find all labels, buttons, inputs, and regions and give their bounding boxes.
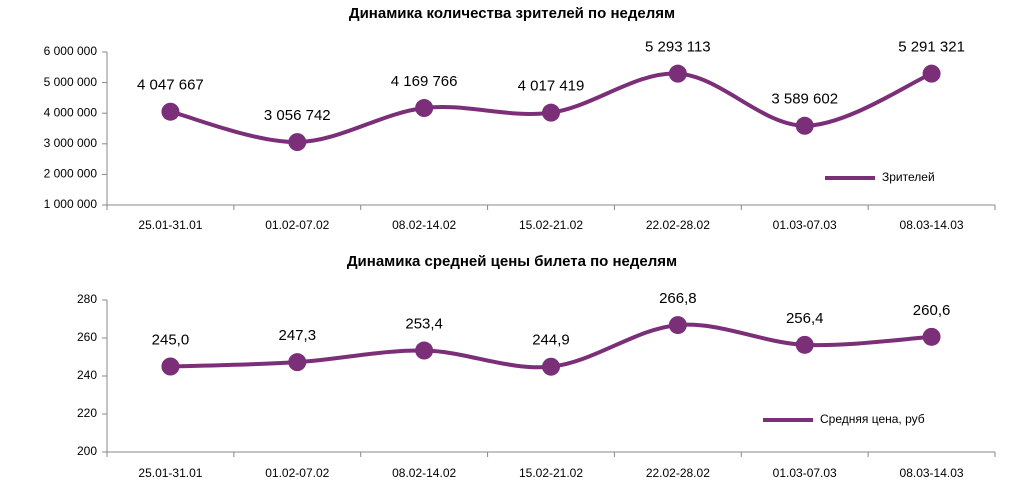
x-tick-label: 25.01-31.01	[138, 218, 202, 232]
data-label: 3 056 742	[264, 107, 331, 124]
point	[288, 133, 307, 152]
x-tick-label: 01.02-07.02	[265, 218, 329, 232]
data-label: 266,8	[659, 290, 697, 307]
chart-title: Динамика средней цены билета по неделям	[347, 253, 677, 270]
data-label: 253,4	[405, 316, 443, 333]
x-tick-label: 01.03-07.03	[773, 466, 837, 480]
y-tick-label: 280	[77, 292, 97, 306]
point	[922, 327, 941, 346]
data-label: 4 169 766	[391, 73, 458, 90]
y-tick-label: 5 000 000	[44, 75, 98, 89]
legend-label: Средняя цена, руб	[820, 412, 925, 426]
point	[415, 341, 434, 360]
point	[542, 103, 560, 122]
data-label: 245,0	[152, 331, 190, 348]
data-label: 4 017 419	[518, 78, 585, 95]
x-tick-label: 01.03-07.03	[773, 218, 837, 232]
y-tick-label: 3 000 000	[44, 136, 98, 150]
chart-title: Динамика количества зрителей по неделям	[349, 5, 675, 22]
x-tick-label: 08.02-14.02	[392, 218, 456, 232]
point	[542, 357, 560, 376]
data-label: 5 293 113	[645, 39, 711, 56]
point	[922, 64, 941, 83]
y-tick-label: 260	[77, 330, 97, 344]
data-label: 3 589 602	[771, 91, 838, 108]
data-label: 244,9	[532, 332, 570, 349]
y-tick-label: 240	[77, 368, 97, 382]
y-tick-label: 2 000 000	[44, 167, 98, 181]
point	[161, 102, 180, 121]
point	[288, 353, 307, 372]
point	[795, 116, 814, 135]
x-tick-label: 25.01-31.01	[138, 466, 202, 480]
x-tick-label: 08.03-14.03	[900, 218, 964, 232]
x-tick-label: 08.03-14.03	[900, 466, 964, 480]
point	[668, 316, 687, 335]
x-tick-label: 15.02-21.02	[519, 466, 583, 480]
x-tick-label: 22.02-28.02	[646, 218, 710, 232]
point	[415, 99, 434, 118]
point	[161, 357, 180, 376]
x-tick-label: 22.02-28.02	[646, 466, 710, 480]
y-tick-label: 220	[77, 406, 97, 420]
point	[668, 64, 687, 83]
x-tick-label: 15.02-21.02	[519, 218, 583, 232]
legend-label: Зрителей	[882, 170, 935, 184]
point	[795, 335, 814, 354]
y-tick-label: 6 000 000	[44, 44, 98, 58]
x-tick-label: 01.02-07.02	[265, 466, 329, 480]
data-label: 5 291 321	[898, 39, 965, 56]
data-label: 256,4	[786, 310, 824, 327]
y-tick-label: 4 000 000	[44, 105, 98, 119]
data-label: 260,6	[913, 302, 951, 319]
y-tick-label: 200	[77, 444, 97, 458]
data-label: 4 047 667	[137, 77, 204, 94]
y-tick-label: 1 000 000	[44, 197, 98, 211]
x-tick-label: 08.02-14.02	[392, 466, 456, 480]
data-label: 247,3	[279, 327, 317, 344]
